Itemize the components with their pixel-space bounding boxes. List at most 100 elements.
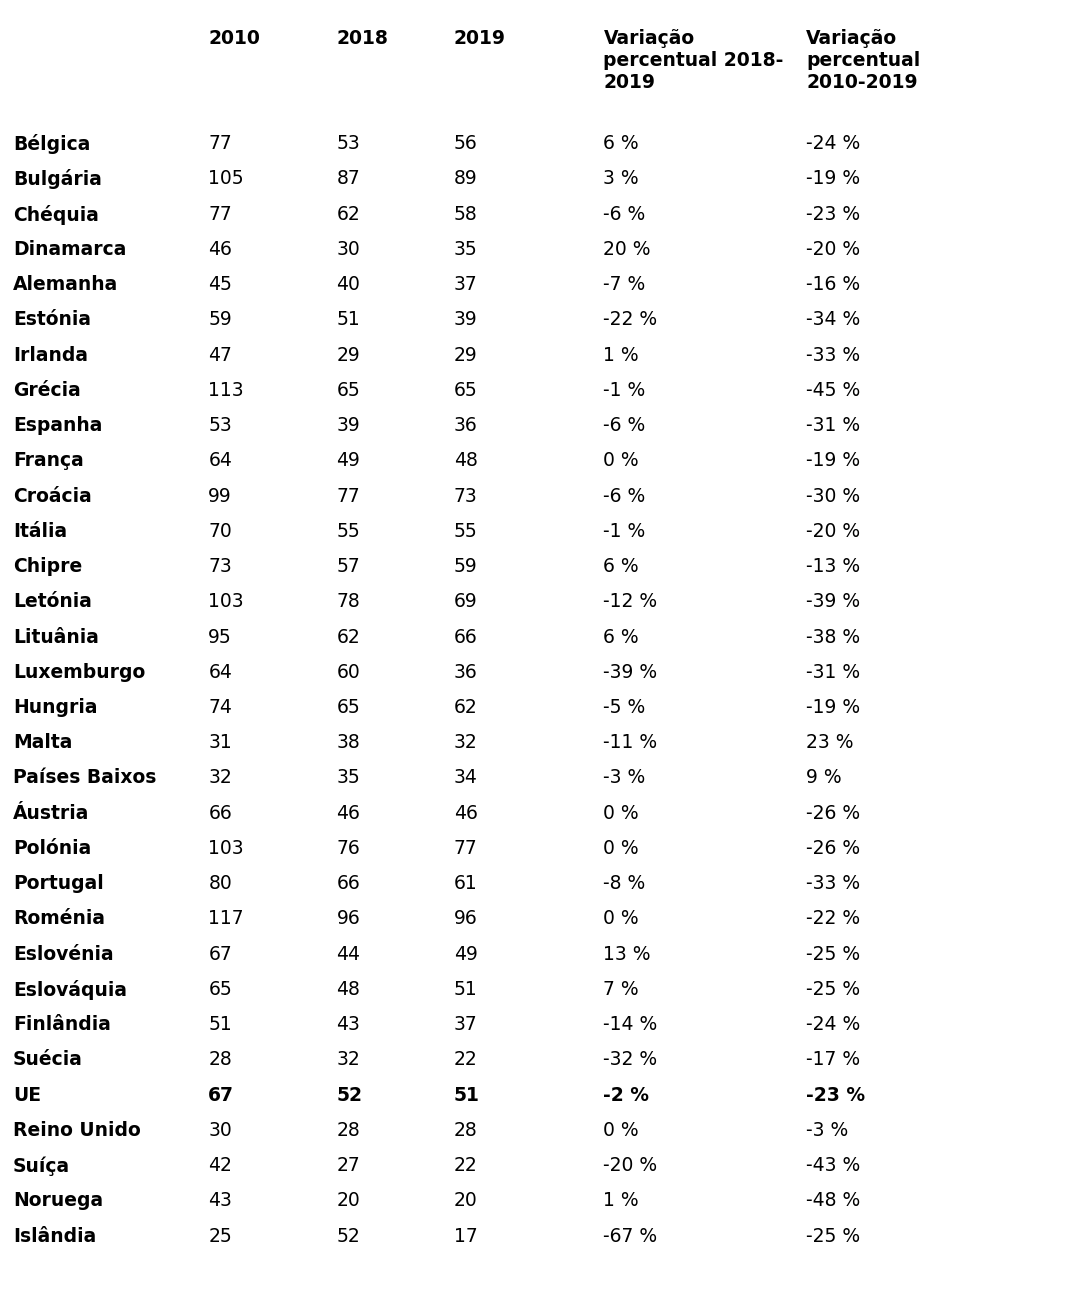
Text: Islândia: Islândia xyxy=(13,1227,96,1245)
Text: 6 %: 6 % xyxy=(603,558,639,576)
Text: 57: 57 xyxy=(336,558,360,576)
Text: 17: 17 xyxy=(454,1227,477,1245)
Text: -14 %: -14 % xyxy=(603,1015,658,1034)
Text: Bulgária: Bulgária xyxy=(13,170,101,189)
Text: 39: 39 xyxy=(336,416,360,435)
Text: Grécia: Grécia xyxy=(13,381,80,400)
Text: Noruega: Noruega xyxy=(13,1191,103,1210)
Text: -20 %: -20 % xyxy=(603,1156,658,1176)
Text: 78: 78 xyxy=(336,592,360,611)
Text: 66: 66 xyxy=(336,874,360,893)
Text: 48: 48 xyxy=(454,451,477,471)
Text: -17 %: -17 % xyxy=(806,1051,861,1069)
Text: 87: 87 xyxy=(336,170,360,188)
Text: -7 %: -7 % xyxy=(603,275,646,295)
Text: 51: 51 xyxy=(454,980,477,999)
Text: -43 %: -43 % xyxy=(806,1156,861,1176)
Text: 65: 65 xyxy=(208,980,232,999)
Text: -25 %: -25 % xyxy=(806,944,861,964)
Text: 74: 74 xyxy=(208,698,232,717)
Text: 43: 43 xyxy=(208,1191,232,1210)
Text: 20: 20 xyxy=(454,1191,477,1210)
Text: 27: 27 xyxy=(336,1156,360,1176)
Text: 6 %: 6 % xyxy=(603,134,639,153)
Text: Espanha: Espanha xyxy=(13,416,103,435)
Text: 62: 62 xyxy=(336,205,360,224)
Text: -33 %: -33 % xyxy=(806,346,861,364)
Text: 25: 25 xyxy=(208,1227,232,1245)
Text: 77: 77 xyxy=(336,487,360,505)
Text: -24 %: -24 % xyxy=(806,1015,861,1034)
Text: 34: 34 xyxy=(454,768,477,788)
Text: -19 %: -19 % xyxy=(806,170,861,188)
Text: 49: 49 xyxy=(336,451,360,471)
Text: 43: 43 xyxy=(336,1015,360,1034)
Text: -45 %: -45 % xyxy=(806,381,861,400)
Text: 42: 42 xyxy=(208,1156,232,1176)
Text: -39 %: -39 % xyxy=(603,663,658,681)
Text: 64: 64 xyxy=(208,451,232,471)
Text: Variação
percentual
2010-2019: Variação percentual 2010-2019 xyxy=(806,29,921,92)
Text: 66: 66 xyxy=(208,803,232,823)
Text: 103: 103 xyxy=(208,592,244,611)
Text: Reino Unido: Reino Unido xyxy=(13,1120,141,1140)
Text: França: França xyxy=(13,451,83,471)
Text: 64: 64 xyxy=(208,663,232,681)
Text: 77: 77 xyxy=(454,839,477,857)
Text: 61: 61 xyxy=(454,874,477,893)
Text: Croácia: Croácia xyxy=(13,487,92,505)
Text: -23 %: -23 % xyxy=(806,205,861,224)
Text: 62: 62 xyxy=(336,627,360,647)
Text: -1 %: -1 % xyxy=(603,522,646,540)
Text: 60: 60 xyxy=(336,663,360,681)
Text: 65: 65 xyxy=(336,698,360,717)
Text: -22 %: -22 % xyxy=(603,310,658,329)
Text: -23 %: -23 % xyxy=(806,1086,865,1105)
Text: 99: 99 xyxy=(208,487,232,505)
Text: 30: 30 xyxy=(208,1120,232,1140)
Text: 73: 73 xyxy=(208,558,232,576)
Text: 48: 48 xyxy=(336,980,360,999)
Text: 77: 77 xyxy=(208,205,232,224)
Text: -6 %: -6 % xyxy=(603,205,646,224)
Text: 2018: 2018 xyxy=(336,29,389,47)
Text: -33 %: -33 % xyxy=(806,874,861,893)
Text: -3 %: -3 % xyxy=(806,1120,849,1140)
Text: -32 %: -32 % xyxy=(603,1051,658,1069)
Text: 31: 31 xyxy=(208,734,232,752)
Text: Bélgica: Bélgica xyxy=(13,134,90,154)
Text: -25 %: -25 % xyxy=(806,1227,861,1245)
Text: Eslováquia: Eslováquia xyxy=(13,980,127,999)
Text: -20 %: -20 % xyxy=(806,239,861,259)
Text: 23 %: 23 % xyxy=(806,734,853,752)
Text: 28: 28 xyxy=(454,1120,477,1140)
Text: 89: 89 xyxy=(454,170,477,188)
Text: 67: 67 xyxy=(208,944,232,964)
Text: 69: 69 xyxy=(454,592,477,611)
Text: -39 %: -39 % xyxy=(806,592,861,611)
Text: 9 %: 9 % xyxy=(806,768,842,788)
Text: 35: 35 xyxy=(454,239,477,259)
Text: 2010: 2010 xyxy=(208,29,261,47)
Text: 20: 20 xyxy=(336,1191,360,1210)
Text: 0 %: 0 % xyxy=(603,1120,639,1140)
Text: 46: 46 xyxy=(336,803,360,823)
Text: 53: 53 xyxy=(336,134,360,153)
Text: 32: 32 xyxy=(208,768,232,788)
Text: Luxemburgo: Luxemburgo xyxy=(13,663,145,681)
Text: 65: 65 xyxy=(454,381,477,400)
Text: 44: 44 xyxy=(336,944,360,964)
Text: 40: 40 xyxy=(336,275,360,295)
Text: 58: 58 xyxy=(454,205,477,224)
Text: Irlanda: Irlanda xyxy=(13,346,88,364)
Text: -19 %: -19 % xyxy=(806,451,861,471)
Text: 96: 96 xyxy=(336,910,360,928)
Text: -1 %: -1 % xyxy=(603,381,646,400)
Text: 55: 55 xyxy=(454,522,477,540)
Text: 46: 46 xyxy=(454,803,477,823)
Text: 37: 37 xyxy=(454,275,477,295)
Text: 53: 53 xyxy=(208,416,232,435)
Text: -8 %: -8 % xyxy=(603,874,646,893)
Text: 65: 65 xyxy=(336,381,360,400)
Text: Portugal: Portugal xyxy=(13,874,104,893)
